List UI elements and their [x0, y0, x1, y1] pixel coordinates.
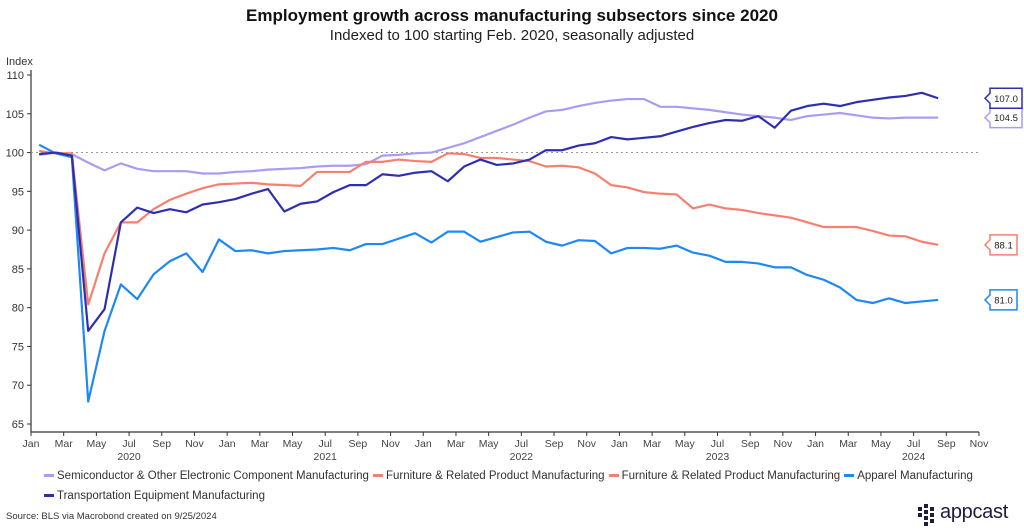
y-tick-label: 105	[6, 109, 24, 121]
legend-swatch	[44, 494, 54, 498]
logo-text: appcast	[940, 501, 1008, 523]
x-year-label: 2020	[117, 451, 141, 463]
series-line-0	[39, 97, 939, 175]
y-axis-label: Index	[6, 56, 33, 68]
x-tick-label: Jan	[611, 438, 628, 450]
y-tick-label: 75	[12, 341, 24, 353]
x-tick-label: Jul	[515, 438, 528, 450]
legend-label: Apparel Manufacturing	[857, 470, 973, 482]
y-tick-label: 85	[12, 264, 24, 276]
legend-label: Furniture & Related Product Manufacturin…	[621, 470, 841, 482]
x-tick-label: Jan	[23, 438, 40, 450]
end-value-box	[983, 289, 1018, 311]
x-tick-label: Nov	[970, 438, 989, 450]
x-tick-label: Nov	[774, 438, 793, 450]
legend-swatch	[44, 474, 54, 478]
legend-label: Semiconductor & Other Electronic Compone…	[57, 470, 369, 482]
x-tick-label: Jul	[711, 438, 724, 450]
x-tick-label: Jan	[415, 438, 432, 450]
y-tick-label: 95	[12, 186, 24, 198]
x-tick-label: Mar	[55, 438, 74, 450]
x-tick-label: Jul	[318, 438, 331, 450]
x-tick-label: May	[871, 438, 892, 450]
chart-subtitle: Indexed to 100 starting Feb. 2020, seaso…	[329, 27, 695, 44]
legend-item: Furniture & Related Product Manufacturin…	[608, 466, 841, 486]
end-value-label: 88.1	[994, 240, 1013, 251]
end-value-box	[983, 234, 1018, 256]
legend-swatch	[844, 474, 855, 478]
end-value-box	[983, 87, 1023, 110]
x-tick-label: Mar	[447, 438, 466, 450]
series-line-2	[38, 143, 939, 403]
y-tick-label: 110	[6, 70, 24, 82]
source-note: Source: BLS via Macrobond created on 9/2…	[6, 511, 217, 522]
logo-dots-icon	[918, 504, 934, 526]
x-tick-label: Jul	[122, 438, 135, 450]
x-year-label: 2023	[706, 451, 730, 463]
x-tick-label: Mar	[839, 438, 858, 450]
legend-item: Transportation Equipment Manufacturing	[44, 486, 265, 506]
legend-label: Transportation Equipment Manufacturing	[57, 490, 265, 502]
legend-item: Furniture & Related Product Manufacturin…	[372, 466, 605, 486]
x-tick-label: Jan	[219, 438, 236, 450]
y-tick-label: 70	[12, 380, 24, 392]
x-tick-label: Sep	[937, 438, 956, 450]
appcast-logo: appcast	[918, 500, 1018, 526]
x-tick-label: May	[283, 438, 304, 450]
legend-item: Semiconductor & Other Electronic Compone…	[44, 466, 369, 486]
x-year-label: 2022	[510, 451, 534, 463]
legend-item: Apparel Manufacturing	[844, 466, 973, 486]
x-tick-label: Nov	[577, 438, 596, 450]
end-value-box	[983, 106, 1023, 129]
x-tick-label: Sep	[349, 438, 368, 450]
y-tick-label: 100	[6, 148, 24, 160]
legend: Semiconductor & Other Electronic Compone…	[44, 466, 994, 506]
x-tick-label: Mar	[643, 438, 662, 450]
x-tick-label: May	[675, 438, 696, 450]
series-line-1	[39, 149, 939, 306]
x-tick-label: Nov	[381, 438, 400, 450]
legend-swatch	[608, 474, 619, 478]
x-year-label: 2024	[902, 451, 926, 463]
legend-label: Furniture & Related Product Manufacturin…	[385, 470, 605, 482]
x-year-label: 2021	[314, 451, 338, 463]
line-chart: Index 110 105 100 95 90 85 80 75 70 65 Jan Mar May Jul…	[6, 56, 1023, 463]
x-tick-label: Nov	[185, 438, 204, 450]
y-tick-label: 80	[12, 303, 24, 315]
y-tick-label: 65	[12, 419, 24, 431]
x-tick-label: Mar	[251, 438, 270, 450]
end-value-label: 81.0	[994, 295, 1013, 306]
x-tick-label: May	[86, 438, 107, 450]
legend-swatch	[372, 474, 383, 478]
y-tick-label: 90	[12, 225, 24, 237]
x-tick-label: Sep	[152, 438, 171, 450]
end-value-label: 104.5	[994, 113, 1018, 124]
x-tick-label: Sep	[741, 438, 760, 450]
x-tick-label: May	[479, 438, 500, 450]
end-value-label: 107.0	[994, 94, 1018, 105]
x-tick-label: Sep	[545, 438, 564, 450]
x-tick-label: Jan	[807, 438, 824, 450]
series-line-3	[39, 91, 939, 333]
x-tick-label: Jul	[907, 438, 920, 450]
chart-title: Employment growth across manufacturing s…	[246, 6, 778, 25]
